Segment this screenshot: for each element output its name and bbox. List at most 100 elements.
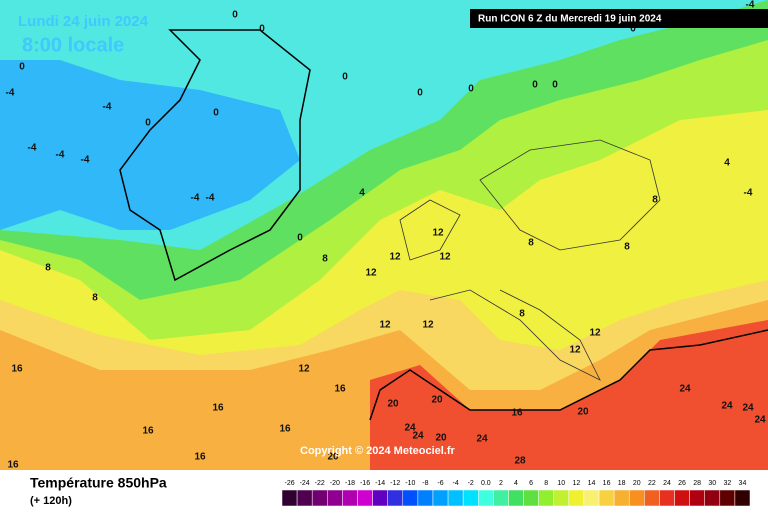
legend-swatch [628, 489, 645, 507]
footer-lead: (+ 120h) [30, 495, 72, 507]
contour-label: 20 [387, 399, 399, 410]
legend: -26 -24 -22 -20 -18 -16 -14 -12 -10 -8 -6 -4 -2 0.0 2 4… [281, 480, 751, 507]
legend-tick: 16 [603, 480, 611, 487]
contour-label: 24 [476, 434, 488, 445]
contour-label: -4 [103, 102, 112, 113]
legend-swatch [553, 489, 570, 507]
contour-label: 0 [342, 72, 348, 83]
contour-label: 8 [624, 242, 630, 253]
contour-label: 16 [194, 452, 206, 463]
legend-swatch [311, 489, 328, 507]
contour-label: -4 [81, 155, 90, 166]
contour-label: -4 [28, 143, 37, 154]
contour-label: 8 [45, 263, 51, 274]
contour-label: 12 [298, 364, 310, 375]
contour-label: 4 [359, 188, 365, 199]
contour-label: 12 [365, 268, 377, 279]
legend-swatch [342, 489, 358, 507]
contour-label: 0 [417, 88, 423, 99]
legend-tick: -8 [422, 480, 428, 487]
legend-tick: 12 [572, 480, 580, 487]
legend-swatch [478, 489, 494, 507]
footer-title: Température 850hPa [30, 475, 167, 491]
legend-tick: -10 [405, 480, 415, 487]
legend-swatch [402, 489, 419, 507]
legend-swatch [357, 489, 373, 507]
contour-label: 12 [422, 320, 434, 331]
legend-swatch [281, 489, 298, 507]
legend-swatch [447, 489, 464, 507]
legend-tick: 20 [633, 480, 641, 487]
valid-time: Lundi 24 juin 2024 [18, 13, 149, 30]
legend-tick: 10 [557, 480, 565, 487]
legend-swatch [598, 489, 615, 507]
contour-label: 12 [569, 345, 581, 356]
legend-swatch [644, 489, 660, 507]
legend-swatch [734, 489, 751, 507]
contour-label: 16 [7, 460, 19, 471]
contour-label: 16 [11, 364, 23, 375]
legend-tick: -18 [345, 480, 355, 487]
legend-tick: -20 [330, 480, 340, 487]
legend-tick: 2 [499, 480, 503, 487]
legend-tick: -6 [437, 480, 443, 487]
contour-label: 12 [379, 320, 391, 331]
contour-label: 8 [519, 309, 525, 320]
contour-label: 0 [232, 10, 238, 21]
contour-label: 16 [279, 424, 291, 435]
legend-swatch [583, 489, 600, 507]
hot-band [370, 320, 768, 470]
contour-label: 0 [145, 118, 151, 129]
contour-label: 16 [334, 384, 346, 395]
legend-swatch [508, 489, 524, 507]
legend-tick: -2 [468, 480, 474, 487]
legend-swatch [493, 489, 509, 507]
legend-tick: 18 [618, 480, 626, 487]
legend-tick: 22 [648, 480, 656, 487]
legend-swatch [523, 489, 539, 507]
contour-label: -4 [746, 0, 755, 11]
contour-label: 24 [412, 431, 424, 442]
legend-tick: -12 [390, 480, 400, 487]
contour-label: 0 [532, 80, 538, 91]
legend-tick: 24 [663, 480, 671, 487]
coastlines [399, 139, 661, 381]
contour-label: 8 [652, 195, 658, 206]
legend-tick: -14 [375, 480, 385, 487]
legend-swatch [613, 489, 630, 507]
legend-swatch [432, 489, 449, 507]
run-info: Run ICON 6 Z du Mercredi 19 juin 2024 [478, 14, 662, 25]
contour-label: 20 [577, 407, 589, 418]
legend-swatch [296, 489, 313, 507]
contour-label: 0 [213, 108, 219, 119]
legend-swatch [417, 489, 434, 507]
contour-label: -4 [206, 193, 215, 204]
legend-swatch [327, 489, 343, 507]
legend-swatch [372, 489, 388, 507]
contour-label: 24 [721, 401, 733, 412]
contour-label: 20 [431, 395, 443, 406]
contour-label: 12 [589, 328, 601, 339]
contour-label: 8 [92, 293, 98, 304]
legend-tick: 34 [739, 480, 747, 487]
legend-tick: 0.0 [481, 480, 491, 487]
legend-tick: 14 [588, 480, 596, 487]
legend-tick: 26 [678, 480, 686, 487]
contour-label: -4 [56, 150, 65, 161]
contour-label: 12 [439, 252, 451, 263]
contour-20 [369, 329, 768, 421]
legend-tick: -22 [315, 480, 325, 487]
legend-tick: 28 [693, 480, 701, 487]
legend-swatch [719, 489, 736, 507]
contour-label: 0 [552, 80, 558, 91]
contour-0 [119, 29, 311, 282]
legend-swatch [387, 489, 404, 507]
contour-label: 28 [514, 456, 526, 467]
contour-label: -4 [744, 188, 753, 199]
contour-label: 0 [259, 24, 265, 35]
legend-tick: 4 [514, 480, 518, 487]
contour-label: -4 [6, 88, 15, 99]
labels: 0 0 0 0 0 0 0 0 0 0 0 0 -4 -4 -4 -4 -4 -4 -4 -4 -4 4 4 8 8 8 8 8 8 8 1… [6, 0, 766, 471]
contour-label: 24 [679, 384, 691, 395]
legend-tick: -26 [284, 480, 294, 487]
